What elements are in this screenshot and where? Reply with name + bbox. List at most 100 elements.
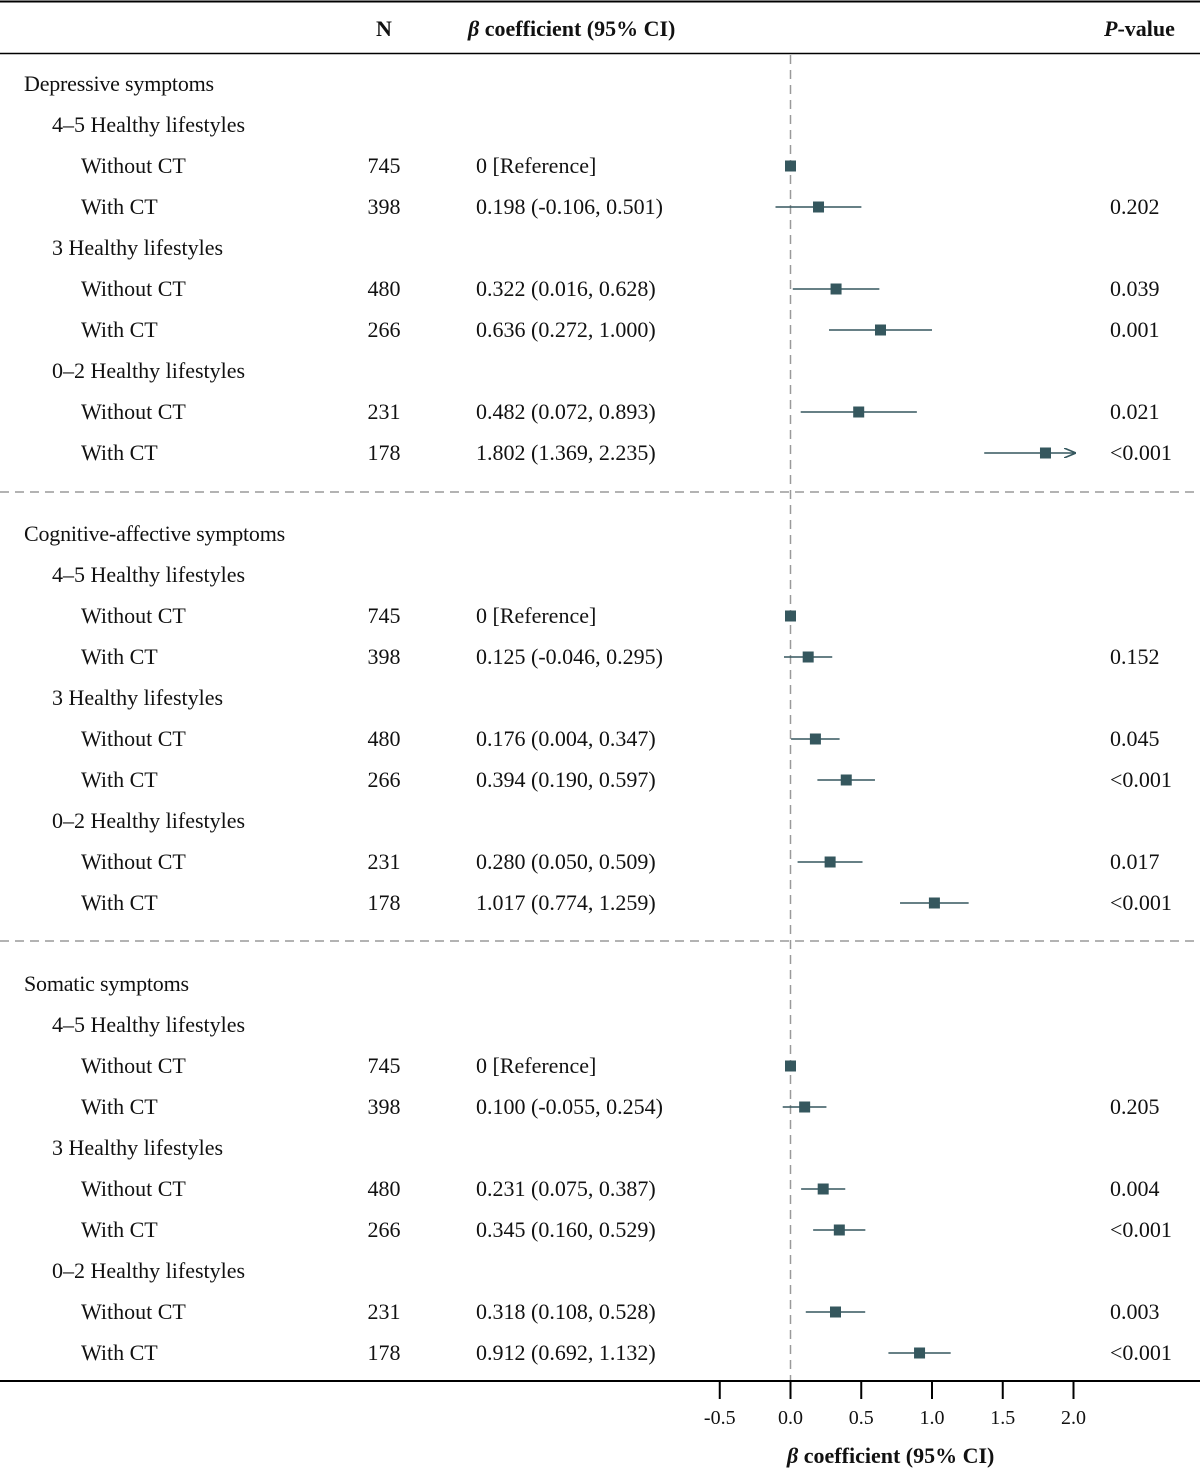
x-axis-title: β coefficient (95% CI) (787, 1445, 994, 1467)
x-tick-label: 0.0 (778, 1407, 803, 1429)
p-value: <0.001 (1110, 1340, 1172, 1365)
group-label: 3 Healthy lifestyles (52, 1135, 224, 1160)
point-estimate-marker (809, 733, 821, 745)
p-value: 0.039 (1110, 276, 1160, 301)
x-axis-title-rest: coefficient (95% CI) (798, 1443, 995, 1468)
group-label: 0–2 Healthy lifestyles (52, 358, 246, 383)
row-label: With CT (81, 317, 158, 342)
x-tick-label: 1.0 (919, 1407, 945, 1429)
group-label: 0–2 Healthy lifestyles (52, 808, 246, 833)
point-estimate-marker (824, 856, 836, 868)
n-value: 480 (367, 1176, 401, 1201)
point-estimate-marker (1039, 447, 1051, 459)
beta-ci-text: 0.322 (0.016, 0.628) (476, 276, 656, 301)
group-label: 3 Healthy lifestyles (52, 235, 224, 260)
n-value: 266 (367, 1217, 401, 1242)
n-value: 266 (367, 767, 401, 792)
n-value: 231 (367, 399, 401, 424)
n-value: 745 (367, 153, 401, 178)
beta-ci-text: 0.198 (-0.106, 0.501) (476, 194, 663, 219)
p-value: 0.045 (1110, 726, 1160, 751)
point-estimate-marker (829, 1306, 841, 1318)
p-value: <0.001 (1110, 440, 1172, 465)
beta-ci-text: 0.318 (0.108, 0.528) (476, 1299, 656, 1324)
header-p-symbol: P (1104, 16, 1118, 41)
group-label: 0–2 Healthy lifestyles (52, 1258, 246, 1283)
beta-ci-text: 0.345 (0.160, 0.529) (476, 1217, 656, 1242)
beta-ci-text: 0.482 (0.072, 0.893) (476, 399, 656, 424)
row-label: With CT (81, 1217, 158, 1242)
point-estimate-marker (853, 406, 865, 418)
beta-ci-text: 0.280 (0.050, 0.509) (476, 849, 656, 874)
point-estimate-marker (785, 160, 796, 172)
beta-ci-text: 0.394 (0.190, 0.597) (476, 767, 656, 792)
n-value: 398 (367, 1094, 401, 1119)
n-value: 231 (367, 849, 401, 874)
x-tick-label: -0.5 (703, 1407, 736, 1429)
header-beta-symbol: β (468, 16, 480, 41)
point-estimate-marker (830, 283, 842, 295)
point-estimate-marker (833, 1224, 845, 1236)
row-label: Without CT (81, 1053, 186, 1078)
group-label: 3 Healthy lifestyles (52, 685, 224, 710)
header-beta-rest: coefficient (95% CI) (479, 16, 676, 41)
row-label: With CT (81, 890, 158, 915)
n-value: 178 (367, 1340, 401, 1365)
section-title: Somatic symptoms (24, 971, 189, 996)
n-value: 398 (367, 644, 401, 669)
p-value: 0.001 (1110, 317, 1160, 342)
header-beta: β coefficient (95% CI) (468, 18, 675, 40)
p-value: 0.152 (1110, 644, 1160, 669)
x-axis-title-symbol: β (787, 1443, 799, 1468)
n-value: 178 (367, 890, 401, 915)
p-value: <0.001 (1110, 767, 1172, 792)
n-value: 266 (367, 317, 401, 342)
beta-ci-text: 0.231 (0.075, 0.387) (476, 1176, 656, 1201)
row-label: Without CT (81, 849, 186, 874)
p-value: <0.001 (1110, 1217, 1172, 1242)
point-estimate-marker (874, 324, 886, 336)
p-value: 0.017 (1110, 849, 1160, 874)
point-estimate-marker (785, 1060, 796, 1072)
row-label: With CT (81, 1340, 158, 1365)
beta-ci-text: 0.100 (-0.055, 0.254) (476, 1094, 663, 1119)
group-label: 4–5 Healthy lifestyles (52, 1012, 246, 1037)
beta-ci-text: 0.176 (0.004, 0.347) (476, 726, 656, 751)
row-label: Without CT (81, 1176, 186, 1201)
p-value: 0.202 (1110, 194, 1160, 219)
row-label: Without CT (81, 276, 186, 301)
n-value: 398 (367, 194, 401, 219)
x-tick-label: 0.5 (848, 1407, 874, 1429)
row-label: Without CT (81, 1299, 186, 1324)
beta-ci-text: 0.636 (0.272, 1.000) (476, 317, 656, 342)
point-estimate-marker (785, 610, 796, 622)
group-label: 4–5 Healthy lifestyles (52, 562, 246, 587)
p-value: 0.205 (1110, 1094, 1160, 1119)
section-title: Depressive symptoms (24, 71, 214, 96)
beta-ci-text: 0 [Reference] (476, 1053, 597, 1078)
p-value: 0.021 (1110, 399, 1160, 424)
row-label: Without CT (81, 603, 186, 628)
beta-ci-text: 0.125 (-0.046, 0.295) (476, 644, 663, 669)
row-label: Without CT (81, 399, 186, 424)
x-tick-label: 2.0 (1061, 1407, 1086, 1429)
point-estimate-marker (928, 897, 940, 909)
n-value: 480 (367, 726, 401, 751)
beta-ci-text: 1.017 (0.774, 1.259) (476, 890, 656, 915)
point-estimate-marker (817, 1183, 829, 1195)
n-value: 745 (367, 603, 401, 628)
beta-ci-text: 1.802 (1.369, 2.235) (476, 440, 656, 465)
row-label: With CT (81, 194, 158, 219)
point-estimate-marker (799, 1101, 811, 1113)
p-value: 0.003 (1110, 1299, 1160, 1324)
n-value: 745 (367, 1053, 401, 1078)
group-label: 4–5 Healthy lifestyles (52, 112, 246, 137)
beta-ci-text: 0 [Reference] (476, 603, 597, 628)
point-estimate-marker (802, 651, 814, 663)
section-title: Cognitive-affective symptoms (24, 521, 285, 546)
row-label: Without CT (81, 726, 186, 751)
row-label: With CT (81, 767, 158, 792)
n-value: 231 (367, 1299, 401, 1324)
